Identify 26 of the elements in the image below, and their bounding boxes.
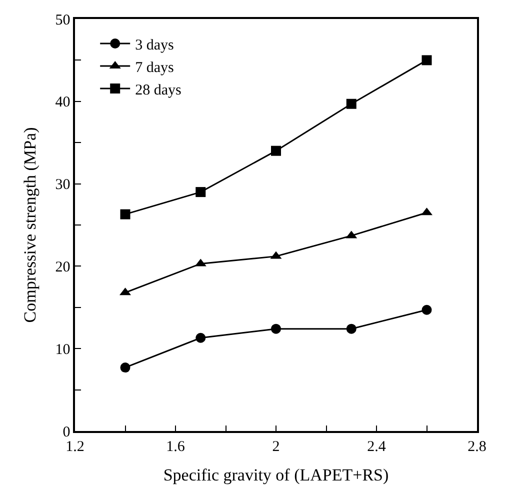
point (346, 98, 356, 109)
y-tick-label: 50 (55, 12, 70, 28)
y-tick-label: 10 (55, 342, 70, 358)
point (271, 146, 281, 156)
y-tick-label: 40 (55, 94, 70, 111)
x-tick-label: 2.4 (367, 438, 386, 455)
point (422, 304, 432, 315)
y-tick-label: 0 (62, 424, 70, 440)
point (120, 209, 130, 220)
point (196, 187, 206, 198)
x-tick-label: 1.6 (166, 438, 186, 455)
point (271, 324, 281, 334)
point (346, 324, 356, 334)
x-tick-label: 2.8 (468, 438, 486, 455)
y-tick-label: 30 (55, 177, 70, 194)
legend-label: 7 days (135, 60, 174, 76)
legend-label: 28 days (135, 82, 182, 98)
x-tick-label: 2 (272, 438, 280, 455)
point (196, 332, 206, 343)
x-tick-label: 1.2 (66, 438, 84, 455)
y-axis-title: Compressive strength (MPa) (20, 127, 40, 323)
point (120, 362, 130, 373)
legend-label: 3 days (135, 37, 174, 54)
x-axis-title: Specific gravity of (LAPET+RS) (163, 466, 389, 485)
point (422, 55, 432, 66)
y-tick-label: 20 (55, 259, 70, 276)
